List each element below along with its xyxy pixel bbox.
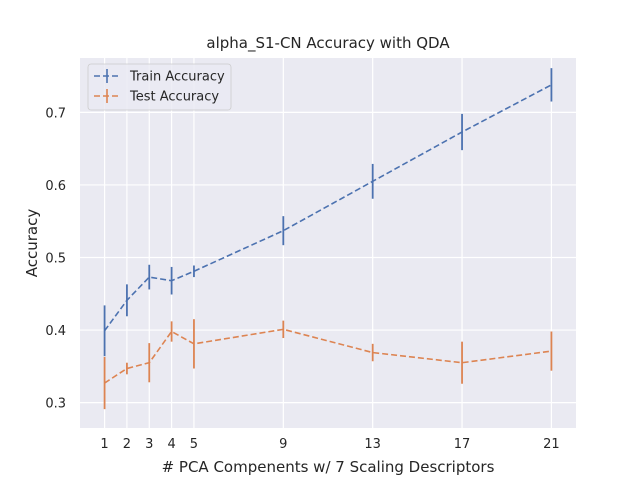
legend-item: Test Accuracy [94, 89, 219, 105]
series-layer [103, 68, 553, 410]
x-tick-label: 1 [100, 437, 108, 452]
chart-title: alpha_S1-CN Accuracy with QDA [206, 34, 450, 53]
y-axis-title: Accuracy [23, 209, 41, 278]
legend-label: Train Accuracy [129, 70, 225, 85]
plot-area [80, 58, 576, 428]
y-tick-label: 0.4 [45, 324, 66, 339]
x-tick-label: 9 [279, 437, 287, 452]
series-line [103, 84, 552, 332]
x-axis-title: # PCA Compenents w/ 7 Scaling Descriptor… [162, 458, 495, 476]
x-tick-label: 17 [454, 437, 471, 452]
x-tick-label: 13 [364, 437, 381, 452]
y-tick-label: 0.6 [45, 179, 66, 194]
y-tick-label: 0.7 [45, 106, 66, 121]
x-tick-label: 3 [145, 437, 153, 452]
legend-item: Train Accuracy [94, 69, 225, 85]
legend-label: Test Accuracy [129, 90, 219, 105]
x-tick-label: 5 [190, 437, 198, 452]
y-tick-label: 0.5 [45, 252, 66, 267]
series-0 [103, 68, 553, 357]
legend: Train Accuracy Test Accuracy [87, 63, 232, 111]
y-tick-label: 0.3 [45, 397, 66, 412]
x-tick-label: 2 [123, 437, 131, 452]
tick-labels: 1 2 3 4 5 9 13 17 21 0.3 0.4 0.5 0.6 0.7 [45, 106, 559, 452]
x-tick-label: 21 [543, 437, 560, 452]
legend-box [87, 63, 232, 111]
x-tick-label: 4 [167, 437, 175, 452]
series-1 [103, 319, 553, 410]
